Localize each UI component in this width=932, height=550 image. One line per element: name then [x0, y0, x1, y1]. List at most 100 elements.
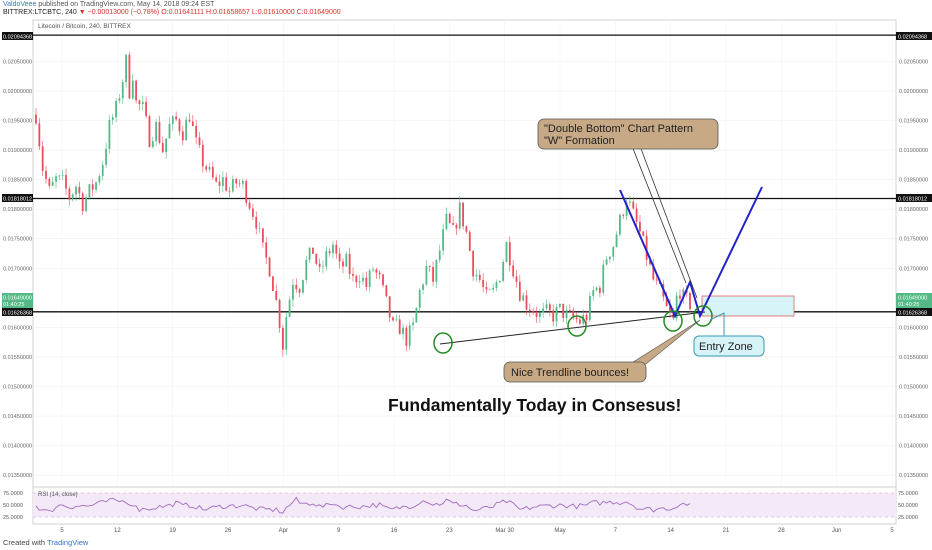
y-tick-label: 0.01450000 [3, 414, 32, 420]
x-tick-label: 26 [225, 528, 232, 534]
candles [35, 51, 691, 357]
candle-body [35, 114, 37, 124]
svg-text:0.01649000: 0.01649000 [898, 296, 927, 302]
chart-title: Litecoin / Bitcoin, 240, BITTREX [38, 23, 132, 30]
candle-body [558, 303, 561, 308]
y-tick-label: 0.02000000 [899, 89, 928, 95]
candle-body [298, 289, 301, 293]
candle-body [612, 246, 615, 257]
candle-body [515, 276, 518, 282]
candle-body [508, 242, 511, 266]
rsi-band [33, 493, 896, 517]
candle-body [679, 295, 681, 299]
tradingview-logo[interactable]: TradingView [47, 538, 89, 547]
candle-body [445, 213, 448, 230]
y-tick-label: 0.02050000 [3, 59, 32, 65]
svg-text:0.01649000: 0.01649000 [3, 296, 32, 302]
candle-body [625, 202, 628, 216]
candle-body [448, 213, 451, 224]
candle-body [241, 180, 244, 184]
candle-body [428, 265, 431, 267]
candle-body [151, 141, 154, 147]
candle-body [649, 259, 651, 265]
x-tick-label: 14 [667, 528, 674, 534]
candle-body [228, 190, 231, 192]
candle-body [338, 253, 341, 262]
candle-body [85, 197, 87, 212]
candle-body [155, 122, 158, 142]
candle-body [355, 275, 358, 283]
candle-body [375, 269, 378, 273]
publish-info: ValdoVeee published on TradingView.com, … [3, 1, 214, 8]
candle-body [538, 312, 541, 317]
candle-body [669, 306, 671, 312]
candle-body [88, 184, 91, 198]
x-axis: 5 12 19 26 Apr 9 16 23 Mar 30 May 7 14 21 28 Jun 5 [60, 528, 894, 534]
candle-body [542, 308, 545, 313]
trendline-callout [503, 361, 647, 383]
svg-text:0.02094368: 0.02094368 [898, 35, 927, 41]
entry-zone-box [701, 295, 795, 317]
y-tick-label: 0.01400000 [3, 444, 32, 450]
candle-body [352, 274, 354, 276]
candle-body [472, 250, 475, 277]
candle-body [552, 310, 555, 322]
candle-body [412, 322, 414, 326]
pattern-callout [537, 118, 719, 150]
candle-body [161, 142, 164, 153]
candle-body [605, 259, 608, 265]
svg-text:0.01626368: 0.01626368 [3, 311, 32, 317]
x-tick-label: 19 [169, 528, 176, 534]
candle-body [75, 186, 77, 195]
author-link[interactable]: ValdoVeee [3, 1, 37, 8]
candle-body [635, 208, 638, 222]
x-tick-label: 9 [337, 528, 341, 534]
rsi-level-25: 25.0000 [898, 515, 918, 521]
symbol-info: BITTREX:LTCBTC, 240 ▼ −0.00013000 (−0.78… [3, 9, 341, 16]
candle-body [55, 176, 57, 182]
candle-body [51, 181, 54, 186]
candle-body [518, 281, 521, 301]
entry-pointer [709, 312, 725, 338]
rsi-label: RSI (14, close) [38, 492, 78, 498]
y-tick-label: 0.01850000 [3, 178, 32, 184]
price-tag-top-left: 0.02094368 [2, 32, 33, 41]
y-tick-label: 0.01950000 [3, 118, 32, 124]
price-tag-top: 0.02094368 [896, 32, 932, 41]
candle-body [135, 80, 138, 101]
candle-body [609, 256, 611, 260]
candle-body [235, 179, 238, 184]
y-tick-label: 0.01400000 [899, 444, 928, 450]
candle-body [268, 257, 271, 277]
candle-body [272, 276, 274, 291]
candle-body [185, 119, 188, 141]
candle-body [595, 287, 598, 291]
candle-body [158, 122, 161, 143]
candle-body [415, 307, 418, 323]
candle-body [398, 319, 401, 335]
candle-body [432, 266, 434, 282]
candle-body [418, 289, 421, 308]
candle-body [405, 327, 408, 346]
pattern-pointer-2 [639, 145, 698, 299]
y-tick-label: 0.01350000 [899, 473, 928, 479]
svg-text:01:40:25: 01:40:25 [898, 302, 919, 308]
y-tick-label: 0.01900000 [899, 148, 928, 154]
y-tick-label: 0.01900000 [3, 148, 32, 154]
candle-body [58, 175, 61, 177]
candle-body [225, 177, 228, 191]
candle-body [655, 279, 658, 281]
candle-body [435, 259, 438, 282]
main-pane [32, 19, 897, 488]
candle-body [528, 309, 531, 312]
candle-body [105, 148, 107, 165]
candle-body [245, 180, 248, 203]
candle-body [38, 123, 41, 147]
candle-body [478, 274, 481, 280]
candle-body [108, 119, 111, 149]
candle-body [452, 223, 454, 225]
svg-text:01:40:25: 01:40:25 [3, 302, 24, 308]
candle-body [442, 229, 444, 251]
x-tick-label: Mar 30 [495, 528, 514, 534]
candle-body [61, 175, 64, 176]
